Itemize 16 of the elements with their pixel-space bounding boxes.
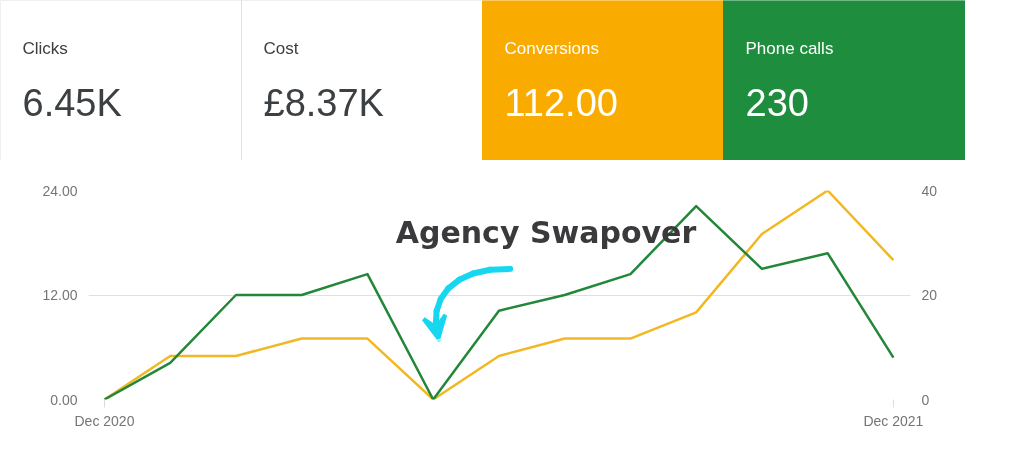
y-tick-label: 12.00 (42, 287, 78, 303)
category-label: Phone calls (745, 39, 834, 58)
y2-tick-label: 20 (921, 287, 938, 303)
y2-tick-label: 40 (921, 182, 938, 199)
category-label: Clicks (22, 39, 68, 58)
category-label: Cost (263, 39, 299, 58)
y2-tick-label: 0 (921, 391, 930, 408)
text: 230 (745, 82, 809, 124)
x-tick-label: Dec 2020 (74, 412, 135, 429)
y-tick-label: 0.00 (50, 391, 78, 408)
category-label: Conversions (504, 39, 599, 58)
y-tick-label: 24.00 (42, 182, 78, 199)
text: £8.37K (263, 81, 384, 124)
text: 6.45K (22, 81, 122, 124)
x-tick-label: Dec 2021 (863, 412, 924, 429)
text: 112.00 (504, 82, 618, 124)
